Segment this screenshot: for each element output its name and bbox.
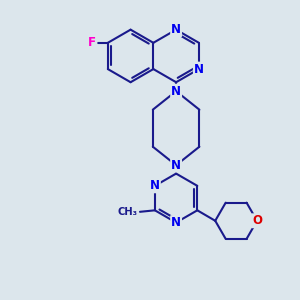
Text: CH₃: CH₃ <box>118 207 138 217</box>
Text: O: O <box>252 214 262 227</box>
Text: N: N <box>194 63 204 76</box>
Text: N: N <box>171 216 181 229</box>
Text: N: N <box>150 179 160 192</box>
Text: N: N <box>171 23 181 36</box>
Text: N: N <box>171 85 181 98</box>
Text: N: N <box>171 159 181 172</box>
Text: F: F <box>88 36 96 49</box>
